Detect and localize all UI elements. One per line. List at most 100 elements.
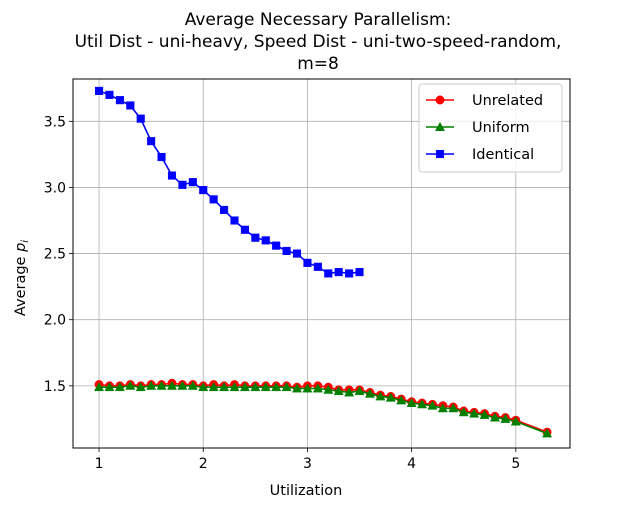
data-point-uniform: [177, 380, 188, 390]
legend-marker-uniform: [434, 121, 446, 131]
y-axis-label-main: Average: [13, 252, 29, 316]
data-point-uniform: [323, 384, 334, 394]
x-tick-label: 1: [95, 456, 104, 472]
data-point-identical: [261, 236, 270, 245]
y-tick-label: 1.5: [44, 379, 66, 395]
data-point-uniform: [281, 382, 292, 392]
data-point-uniform: [448, 403, 459, 413]
legend-label-uniform: Uniform: [472, 120, 530, 136]
x-tick-label: 3: [303, 456, 312, 472]
data-point-uniform: [146, 380, 157, 390]
data-point-identical: [167, 171, 177, 180]
legend-entry-identical: Identical: [426, 147, 534, 163]
series-layer: [94, 86, 553, 438]
legend-box: [418, 83, 563, 173]
series-uniform: [94, 380, 553, 438]
chart-title: Average Necessary Parallelism: Util Dist…: [75, 10, 562, 74]
data-point-identical: [240, 225, 249, 234]
y-axis-label-sub: i: [20, 240, 31, 243]
plot-frame: [72, 78, 571, 449]
data-point-uniform: [500, 413, 511, 423]
data-point-uniform: [291, 383, 303, 393]
data-point-identical: [209, 195, 218, 204]
data-point-uniform: [260, 382, 271, 392]
legend-entry-unrelated: Unrelated: [426, 93, 543, 109]
legend-entry-uniform: Uniform: [426, 120, 530, 136]
data-point-identical: [292, 249, 302, 258]
data-point-uniform: [114, 382, 125, 392]
title-line-2: Util Dist - uni-heavy, Speed Dist - uni-…: [75, 32, 562, 52]
data-point-identical: [303, 258, 312, 267]
data-point-identical: [115, 96, 124, 105]
data-point-identical: [136, 114, 145, 123]
y-tick-label: 2.0: [44, 313, 66, 329]
legend-marker-unrelated: [435, 95, 445, 105]
data-point-identical: [199, 186, 208, 195]
data-point-uniform: [219, 382, 230, 392]
x-axis-label: Utilization: [270, 483, 343, 499]
data-point-identical: [220, 205, 229, 214]
axis-ticks: 1 2 3 4 5 1.5 2.0 2.5 3.0 3.5: [44, 114, 521, 472]
data-point-identical: [272, 241, 281, 250]
data-point-uniform: [166, 380, 178, 390]
data-point-identical: [188, 178, 197, 187]
data-point-identical: [157, 152, 166, 162]
data-point-uniform: [385, 392, 396, 402]
data-point-uniform: [198, 382, 209, 392]
data-point-uniform: [94, 382, 105, 392]
data-point-uniform: [239, 382, 250, 392]
data-point-identical: [251, 233, 260, 242]
data-point-uniform: [302, 383, 313, 393]
data-point-uniform: [250, 382, 261, 392]
data-point-uniform: [469, 408, 480, 418]
data-point-identical: [334, 268, 343, 277]
data-point-identical: [178, 180, 187, 189]
data-point-identical: [324, 269, 333, 278]
data-point-identical: [230, 216, 239, 225]
data-point-identical: [345, 269, 354, 278]
data-point-uniform: [271, 382, 282, 392]
legend: Unrelated Uniform Identical: [418, 83, 563, 173]
x-tick-label: 4: [407, 456, 416, 472]
data-point-uniform: [437, 403, 448, 413]
series-line-uniform: [99, 384, 548, 435]
data-point-uniform: [333, 386, 344, 396]
data-point-uniform: [187, 380, 198, 390]
data-point-uniform: [375, 391, 386, 401]
data-point-uniform: [489, 412, 501, 422]
y-tick-label: 2.5: [44, 247, 66, 263]
data-point-uniform: [344, 387, 355, 397]
data-point-uniform: [510, 416, 521, 426]
data-point-uniform: [479, 409, 490, 419]
data-point-uniform: [208, 382, 219, 392]
y-axis-label-var: p: [13, 243, 29, 253]
data-point-uniform: [427, 400, 438, 410]
data-point-uniform: [542, 428, 553, 438]
title-line-1: Average Necessary Parallelism:: [185, 10, 452, 30]
data-point-identical: [126, 101, 135, 110]
data-point-uniform: [156, 380, 167, 390]
series-line-unrelated: [98, 382, 548, 433]
data-point-identical: [355, 268, 364, 277]
data-point-identical: [147, 137, 156, 146]
data-point-uniform: [354, 386, 365, 396]
data-point-uniform: [135, 382, 146, 392]
data-point-uniform: [458, 407, 469, 417]
data-point-identical: [105, 90, 114, 99]
legend-label-unrelated: Unrelated: [472, 93, 543, 109]
legend-marker-identical: [435, 149, 445, 159]
data-point-uniform: [312, 383, 323, 393]
data-point-uniform: [229, 382, 240, 392]
title-line-3: m=8: [297, 54, 339, 74]
data-point-uniform: [396, 395, 407, 405]
data-point-uniform: [125, 380, 136, 390]
legend-label-identical: Identical: [472, 147, 534, 163]
data-point-identical: [94, 86, 104, 95]
data-point-identical: [313, 262, 322, 271]
data-point-uniform: [364, 388, 375, 398]
series-identical: [94, 86, 364, 278]
data-point-identical: [282, 246, 291, 255]
x-tick-label: 2: [199, 456, 208, 472]
y-axis-label: Average pi: [13, 240, 31, 316]
